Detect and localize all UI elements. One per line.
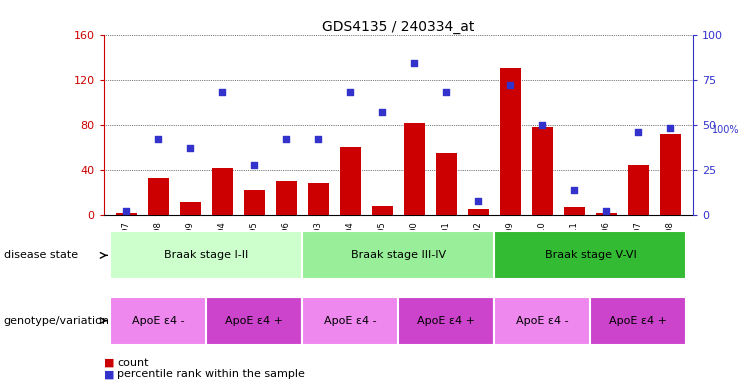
Bar [302,297,399,344]
Bar [628,166,649,215]
Text: ApoE ε4 -: ApoE ε4 - [132,316,185,326]
Point [473,197,485,204]
Bar [500,68,521,215]
Text: ApoE ε4 +: ApoE ε4 + [609,316,668,326]
Bar [372,206,393,215]
Text: percentile rank within the sample: percentile rank within the sample [117,369,305,379]
Point [440,89,452,95]
Bar [276,181,296,215]
Point [505,82,516,88]
Bar [591,297,686,344]
Point [600,209,612,215]
Text: genotype/variation: genotype/variation [4,316,110,326]
Point [665,125,677,131]
Point [345,89,356,95]
Point [633,129,645,135]
Bar [564,207,585,215]
Text: ■: ■ [104,358,114,368]
Text: Braak stage V-VI: Braak stage V-VI [545,250,637,260]
Bar [532,127,553,215]
Bar [596,213,617,215]
Bar [308,184,329,215]
Text: Braak stage III-IV: Braak stage III-IV [350,250,446,260]
Text: ApoE ε4 +: ApoE ε4 + [225,316,283,326]
Bar [180,202,201,215]
Point [185,145,196,151]
Text: count: count [117,358,149,368]
Bar [244,190,265,215]
Text: ■: ■ [104,369,114,379]
Point [248,161,260,167]
Point [376,109,388,115]
Bar [116,213,136,215]
Point [280,136,292,142]
Point [568,187,580,193]
Text: ApoE ε4 -: ApoE ε4 - [324,316,376,326]
Title: GDS4135 / 240334_at: GDS4135 / 240334_at [322,20,474,33]
Point [216,89,228,95]
Bar [660,134,681,215]
Y-axis label: 100%: 100% [712,125,740,135]
Bar [206,297,302,344]
Bar [468,209,489,215]
Text: ApoE ε4 -: ApoE ε4 - [516,316,568,326]
Text: disease state: disease state [4,250,78,260]
Point [152,136,164,142]
Bar [110,232,302,279]
Bar [494,297,591,344]
Bar [494,232,686,279]
Bar [404,122,425,215]
Text: Braak stage I-II: Braak stage I-II [164,250,248,260]
Bar [302,232,494,279]
Bar [110,297,206,344]
Point [312,136,324,142]
Point [536,122,548,128]
Bar [340,147,361,215]
Bar [436,153,456,215]
Bar [212,168,233,215]
Point [408,60,420,66]
Bar [399,297,494,344]
Text: ApoE ε4 +: ApoE ε4 + [417,316,475,326]
Point [120,209,132,215]
Bar [147,178,168,215]
